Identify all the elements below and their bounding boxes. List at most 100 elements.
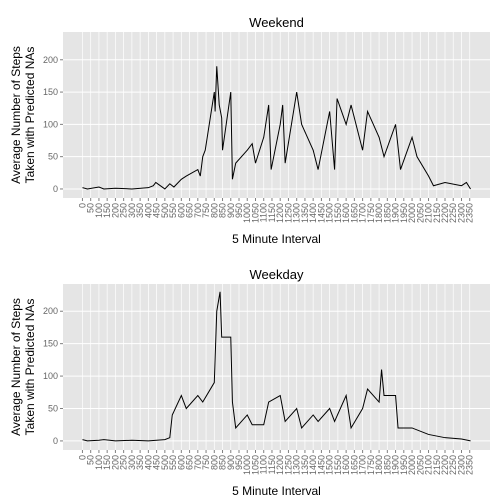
x-tick-label: 1700: [358, 455, 368, 475]
x-tick-label: 1050: [250, 455, 260, 475]
y-axis-label: Average Number of Steps: [9, 46, 23, 184]
line: [82, 291, 471, 442]
panel-title: Weekend: [249, 15, 304, 30]
x-tick-label: 700: [193, 203, 203, 218]
x-tick-label: 100: [94, 203, 104, 218]
x-tick-label: 1150: [267, 203, 277, 222]
x-tick-label: 1550: [333, 455, 343, 475]
x-tick-label: 1450: [316, 455, 326, 475]
x-tick-label: 1900: [391, 203, 401, 223]
panel-title: Weekday: [250, 267, 304, 282]
x-tick-label: 1600: [341, 455, 351, 475]
x-tick-label: 2000: [407, 455, 417, 475]
x-tick-label: 1850: [382, 203, 392, 223]
x-tick-label: 1150: [267, 455, 277, 474]
x-tick-label: 900: [226, 455, 236, 470]
y-tick-label: 0: [53, 436, 58, 446]
x-tick-label: 2250: [448, 203, 458, 223]
y-tick-label: 150: [43, 339, 58, 349]
panel-background: [63, 32, 490, 198]
x-tick-label: 2200: [440, 455, 450, 475]
x-tick-label: 650: [185, 455, 195, 470]
x-tick-label: 2100: [424, 455, 434, 475]
x-tick-label: 1800: [374, 455, 384, 475]
x-tick-label: 2150: [432, 203, 442, 223]
x-tick-label: 1950: [399, 455, 409, 475]
x-tick-label: 300: [127, 203, 137, 218]
x-axis-label: 5 Minute Interval: [232, 484, 321, 498]
x-tick-label: 1350: [300, 203, 310, 223]
x-tick-label: 1350: [300, 455, 310, 475]
x-tick-label: 150: [102, 455, 112, 470]
x-tick-label: 2200: [440, 203, 450, 223]
y-tick-label: 50: [48, 152, 58, 162]
x-tick-label: 200: [110, 203, 120, 218]
x-tick-label: 100: [94, 455, 104, 470]
x-tick-label: 950: [234, 455, 244, 470]
x-tick-label: 2050: [415, 203, 425, 223]
x-tick-label: 1300: [292, 203, 302, 223]
x-tick-label: 250: [119, 455, 129, 470]
x-tick-label: 650: [185, 203, 195, 218]
x-tick-label: 500: [160, 203, 170, 218]
x-tick-label: 1850: [382, 455, 392, 475]
x-tick-label: 50: [86, 203, 96, 213]
x-tick-label: 1750: [366, 203, 376, 223]
y-tick-label: 100: [43, 119, 58, 129]
x-tick-label: 350: [135, 203, 145, 218]
x-tick-label: 950: [234, 203, 244, 218]
x-tick-label: 450: [152, 203, 162, 218]
x-tick-label: 2300: [456, 203, 466, 223]
x-tick-label: 1650: [349, 455, 359, 475]
x-tick-label: 850: [218, 203, 228, 218]
x-axis-label: 5 Minute Interval: [232, 232, 321, 246]
x-tick-label: 1000: [242, 455, 252, 475]
x-tick-label: 2100: [424, 203, 434, 223]
x-tick-label: 1200: [275, 203, 285, 223]
x-tick-label: 1950: [399, 203, 409, 223]
x-tick-label: 1250: [283, 203, 293, 223]
x-tick-label: 700: [193, 455, 203, 470]
x-tick-label: 250: [119, 203, 129, 218]
x-tick-label: 300: [127, 455, 137, 470]
y-axis-label: Taken with Predicted NAs: [23, 299, 37, 436]
x-tick-label: 600: [176, 455, 186, 470]
x-tick-label: 200: [110, 455, 120, 470]
y-tick-label: 50: [48, 404, 58, 414]
x-tick-label: 1500: [325, 203, 335, 223]
x-tick-label: 750: [201, 455, 211, 470]
x-tick-label: 750: [201, 203, 211, 218]
x-tick-label: 1550: [333, 203, 343, 223]
x-tick-label: 50: [86, 455, 96, 465]
x-tick-label: 1100: [259, 455, 269, 474]
y-axis-label: Average Number of Steps: [9, 298, 23, 436]
x-tick-label: 1300: [292, 455, 302, 475]
y-tick-label: 100: [43, 371, 58, 381]
x-tick-label: 350: [135, 455, 145, 470]
x-tick-label: 2300: [456, 455, 466, 475]
x-tick-label: 900: [226, 203, 236, 218]
x-tick-label: 450: [152, 455, 162, 470]
y-tick-label: 0: [53, 184, 58, 194]
x-tick-label: 1200: [275, 455, 285, 475]
x-tick-label: 1750: [366, 455, 376, 475]
x-tick-label: 0: [77, 203, 87, 208]
x-tick-label: 850: [218, 455, 228, 470]
x-tick-label: 550: [168, 203, 178, 218]
y-axis-label: Taken with Predicted NAs: [23, 47, 37, 184]
x-tick-label: 1100: [259, 203, 269, 222]
x-tick-label: 1250: [283, 455, 293, 475]
x-tick-label: 550: [168, 455, 178, 470]
x-tick-label: 1400: [308, 455, 318, 475]
x-tick-label: 2050: [415, 455, 425, 475]
x-tick-label: 1800: [374, 203, 384, 223]
y-tick-label: 150: [43, 87, 58, 97]
panel-background: [63, 284, 490, 450]
x-tick-label: 800: [209, 455, 219, 470]
x-tick-label: 2250: [448, 455, 458, 475]
x-tick-label: 1050: [250, 203, 260, 223]
x-tick-label: 2000: [407, 203, 417, 223]
x-tick-label: 1400: [308, 203, 318, 223]
x-tick-label: 2150: [432, 455, 442, 475]
